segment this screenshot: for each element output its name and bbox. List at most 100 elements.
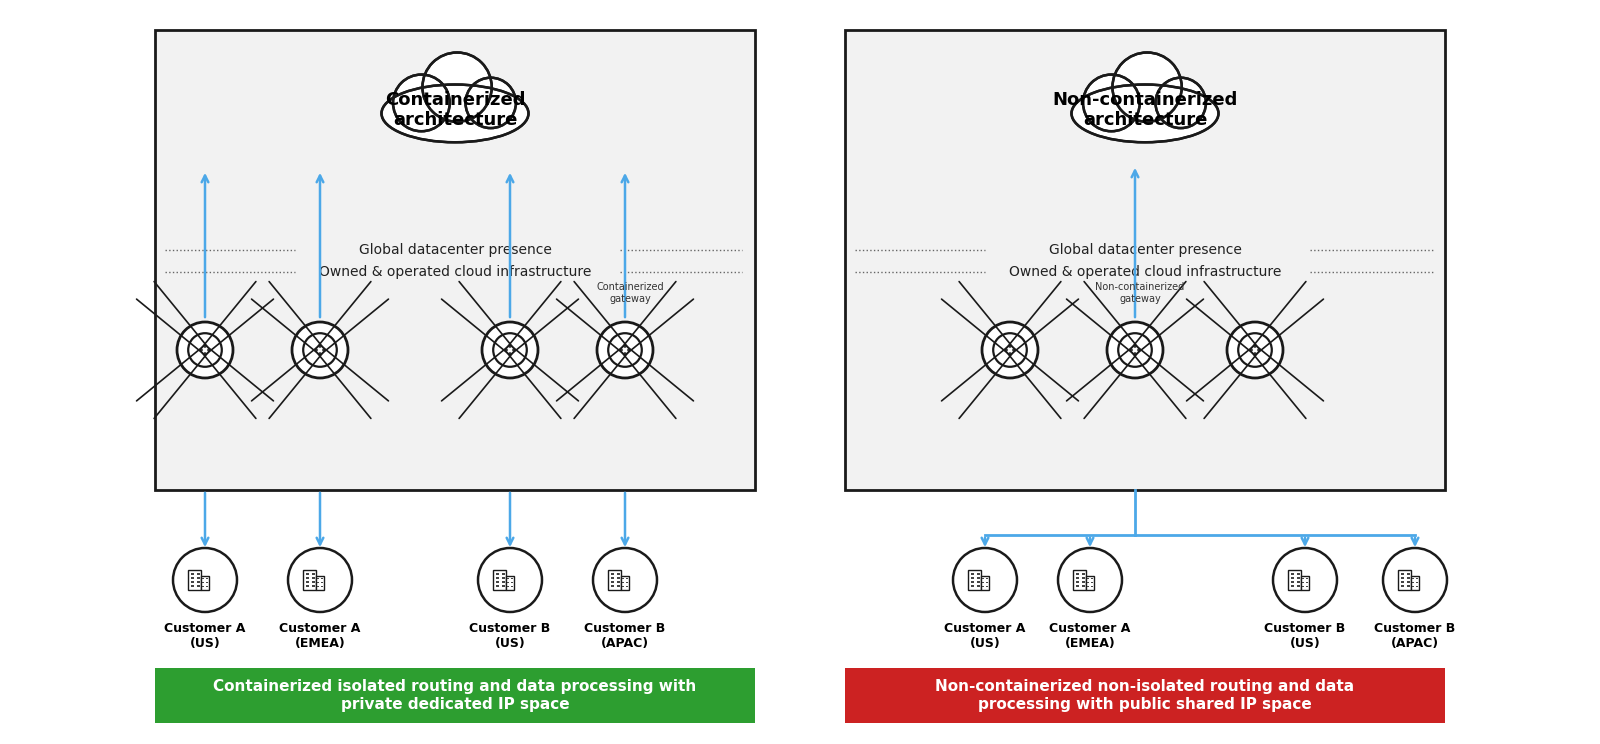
Bar xyxy=(978,573,979,575)
Circle shape xyxy=(304,333,338,367)
Bar xyxy=(206,582,208,583)
Bar xyxy=(978,577,979,579)
Bar xyxy=(971,581,974,583)
Circle shape xyxy=(173,548,237,612)
Circle shape xyxy=(178,322,234,378)
Bar xyxy=(502,573,504,575)
Bar xyxy=(1091,586,1093,587)
Circle shape xyxy=(291,322,349,378)
Circle shape xyxy=(426,55,490,119)
Bar xyxy=(1074,571,1085,590)
Bar xyxy=(971,573,974,575)
Text: Owned & operated cloud infrastructure: Owned & operated cloud infrastructure xyxy=(1010,265,1282,279)
Bar xyxy=(611,573,614,575)
Text: Customer A
(US): Customer A (US) xyxy=(944,622,1026,650)
Bar xyxy=(981,576,989,590)
Bar xyxy=(197,581,200,583)
Bar xyxy=(1291,577,1294,579)
Text: Customer B
(APAC): Customer B (APAC) xyxy=(584,622,666,650)
Text: Customer B
(US): Customer B (US) xyxy=(1264,622,1346,650)
Bar xyxy=(1086,576,1094,590)
Circle shape xyxy=(1157,80,1203,126)
Bar xyxy=(317,582,320,583)
Bar xyxy=(202,582,205,583)
Bar xyxy=(190,581,194,583)
Bar xyxy=(202,576,210,590)
Bar xyxy=(626,578,629,580)
Circle shape xyxy=(594,548,658,612)
Circle shape xyxy=(1107,322,1163,378)
Bar xyxy=(982,578,984,580)
Bar xyxy=(190,585,194,587)
Bar xyxy=(1302,578,1304,580)
Bar xyxy=(1406,577,1410,579)
Bar xyxy=(206,586,208,587)
Bar xyxy=(1416,578,1418,580)
Circle shape xyxy=(1115,55,1179,119)
Bar xyxy=(202,578,205,580)
Ellipse shape xyxy=(381,85,528,142)
Bar xyxy=(317,586,320,587)
Bar xyxy=(611,581,614,583)
Bar xyxy=(189,571,200,590)
Bar xyxy=(190,577,194,579)
Bar xyxy=(1406,585,1410,587)
Circle shape xyxy=(478,548,542,612)
Bar xyxy=(155,30,755,490)
Bar xyxy=(845,668,1445,723)
Bar xyxy=(1306,578,1309,580)
Bar xyxy=(1086,586,1090,587)
Circle shape xyxy=(1085,77,1138,129)
Bar xyxy=(622,578,624,580)
Bar xyxy=(1077,581,1078,583)
Bar xyxy=(618,573,619,575)
Text: Customer B
(APAC): Customer B (APAC) xyxy=(1374,622,1456,650)
Text: Non-containerized
gateway: Non-containerized gateway xyxy=(1096,283,1184,304)
Bar xyxy=(1398,571,1411,590)
Bar xyxy=(1402,573,1403,575)
Circle shape xyxy=(466,77,515,128)
Bar xyxy=(845,30,1445,490)
Bar xyxy=(1402,585,1403,587)
Bar xyxy=(1406,573,1410,575)
Circle shape xyxy=(1155,77,1206,128)
Bar xyxy=(502,585,504,587)
Bar xyxy=(496,573,499,575)
Bar xyxy=(1288,571,1301,590)
Circle shape xyxy=(394,74,450,131)
Text: Global datacenter presence: Global datacenter presence xyxy=(1048,243,1242,257)
Bar xyxy=(626,586,629,587)
Bar xyxy=(1082,581,1085,583)
Text: Global datacenter presence: Global datacenter presence xyxy=(358,243,552,257)
Circle shape xyxy=(1238,333,1272,367)
Bar xyxy=(1291,585,1294,587)
Bar xyxy=(322,586,323,587)
Bar xyxy=(197,573,200,575)
Bar xyxy=(986,578,989,580)
Ellipse shape xyxy=(1074,89,1216,143)
Bar xyxy=(1402,581,1403,583)
Text: Customer A
(EMEA): Customer A (EMEA) xyxy=(280,622,360,650)
Bar xyxy=(312,573,315,575)
Text: Owned & operated cloud infrastructure: Owned & operated cloud infrastructure xyxy=(318,265,590,279)
Circle shape xyxy=(422,53,491,122)
Bar xyxy=(1306,582,1309,583)
Bar xyxy=(986,586,989,587)
Circle shape xyxy=(395,77,448,129)
Bar xyxy=(1077,573,1078,575)
Bar xyxy=(982,586,984,587)
Bar xyxy=(611,577,614,579)
Bar xyxy=(1301,576,1309,590)
Bar xyxy=(1091,582,1093,583)
Bar xyxy=(322,578,323,580)
Bar xyxy=(306,573,309,575)
Text: Non-containerized non-isolated routing and data
processing with public shared IP: Non-containerized non-isolated routing a… xyxy=(936,679,1355,712)
Bar xyxy=(317,576,325,590)
Circle shape xyxy=(1083,74,1139,131)
Bar xyxy=(1406,581,1410,583)
Bar xyxy=(206,578,208,580)
Bar xyxy=(317,578,320,580)
Bar xyxy=(1291,581,1294,583)
Bar xyxy=(306,577,309,579)
Text: Containerized isolated routing and data processing with
private dedicated IP spa: Containerized isolated routing and data … xyxy=(213,679,696,712)
